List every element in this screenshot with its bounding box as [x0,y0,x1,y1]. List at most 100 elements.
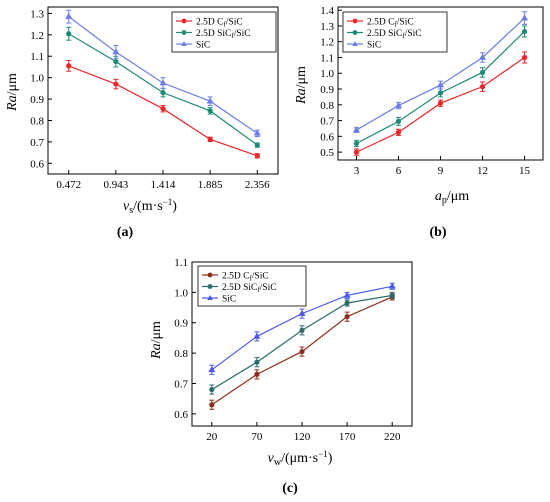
data-point [395,118,402,124]
legend-swatch-marker [181,30,187,35]
data-point [521,54,528,61]
legend-label: 2.5D SiCf/SiC [367,29,422,40]
legend-label-name: 2.5D C [367,18,394,28]
data-point-triangle [521,14,529,21]
legend-swatch-marker [207,272,213,278]
data-point [160,90,166,96]
x-axis-label-var: v [268,451,275,466]
data-point [113,58,119,65]
x-tick-label: 220 [384,431,401,443]
data-point-triangle [343,291,351,298]
x-axis-label: vw/(μm·s−1) [268,449,333,468]
x-axis-label-sub: s [129,205,133,216]
data-point-triangle [65,12,73,19]
y-tick-label: 0.5 [320,147,334,159]
legend-label-rest: /SiC [234,29,251,39]
legend-label-name: 2.5D C [196,18,223,28]
legend-label-sub: f [394,21,397,29]
data-point-triangle [253,129,261,136]
data-point [209,386,215,393]
legend-label-sub: f [249,275,252,283]
legend-label-name: SiC [367,41,381,51]
data-point-triangle [298,309,306,316]
y-tick-label: 0.9 [174,318,188,330]
data-point-triangle [253,332,261,339]
chart-panel-a: 0.6 0.7 0.8 0.9 1.0 1.1 1.2 1.3 0.472 0.943 1.414 1… [5,6,279,240]
x-axis-label-sup: −1 [318,449,328,459]
data-point [254,371,260,377]
data-point [437,90,444,96]
y-tick-label: 0.6 [30,158,44,170]
legend-label: 2.5D Cf/SiC [222,272,269,283]
y-axis-label-unit: /μm [5,73,20,95]
data-point [353,140,360,147]
y-axis-label-var: Ra [149,343,164,360]
x-tick-label: 1.885 [198,179,223,191]
y-tick-label: 0.6 [174,409,188,421]
x-axis-label-unit: /(m·s [133,199,163,214]
x-tick-label: 20 [206,431,218,443]
legend-label-name: 2.5D SiC [367,29,402,39]
legend-label: 2.5D Cf/SiC [367,18,414,29]
y-tick-label: 1.2 [320,37,334,49]
y-axis-label: Ra/μm [294,66,309,105]
legend-label: 2.5D SiCf/SiC [196,29,251,40]
panel-label: (c) [282,481,298,496]
legend-label: SiC [196,41,210,51]
legend-label-name: SiC [196,41,210,51]
x-tick-label: 3 [354,165,360,177]
x-tick-label: 170 [339,431,356,443]
data-point-triangle [352,126,360,133]
data-point [254,142,260,148]
x-tick-label: 6 [396,165,402,177]
y-tick-label: 0.8 [30,115,44,127]
legend-swatch-marker [181,18,187,24]
data-point [395,129,402,135]
panel-label: (a) [117,225,134,240]
y-tick-label: 1.0 [174,287,188,299]
x-tick-label: 12 [477,165,488,177]
x-axis-label-sub: w [274,457,282,468]
y-tick-label: 1.4 [320,5,334,17]
data-point [66,63,72,69]
data-point [207,136,213,142]
x-tick-label: 9 [438,165,444,177]
x-axis-label-end: ) [172,199,177,214]
legend-swatch-marker [352,41,358,46]
x-axis-label-sub: p [442,195,447,206]
legend-label-sub: f [231,32,234,40]
data-point-triangle [159,79,167,86]
legend-swatch-marker [207,295,213,300]
x-axis-label: ap/μm [435,189,469,206]
legend-label-name: 2.5D SiC [222,283,257,293]
panel-label: (b) [429,225,446,240]
legend-label: 2.5D Cf/SiC [196,18,243,29]
data-point [299,348,305,355]
y-tick-label: 0.7 [30,137,44,149]
x-axis-label-var: v [123,199,130,214]
y-axis-label-unit: /μm [149,321,164,343]
y-tick-label: 0.7 [320,116,334,128]
data-point [344,314,350,320]
x-tick-label: 0.472 [56,179,81,191]
data-point-triangle [388,282,396,289]
x-tick-label: 1.414 [151,179,176,191]
data-point [521,28,528,35]
x-axis-label-end: ) [328,451,333,466]
x-axis-label-unit: /(μm·s [281,451,318,466]
y-tick-label: 1.1 [30,51,44,63]
data-point-triangle [208,366,216,373]
y-tick-label: 1.3 [30,8,44,20]
y-axis-label-unit: /μm [294,66,309,88]
legend-label-name: 2.5D C [222,272,249,282]
data-point [353,149,360,155]
y-tick-label: 1.0 [30,73,44,85]
y-tick-label: 0.6 [320,131,334,143]
x-axis-label: vs/(m·s−1) [123,197,177,216]
data-point [437,100,444,106]
legend-label-sub: f [402,32,405,40]
x-tick-label: 70 [251,431,263,443]
data-point [479,84,486,90]
